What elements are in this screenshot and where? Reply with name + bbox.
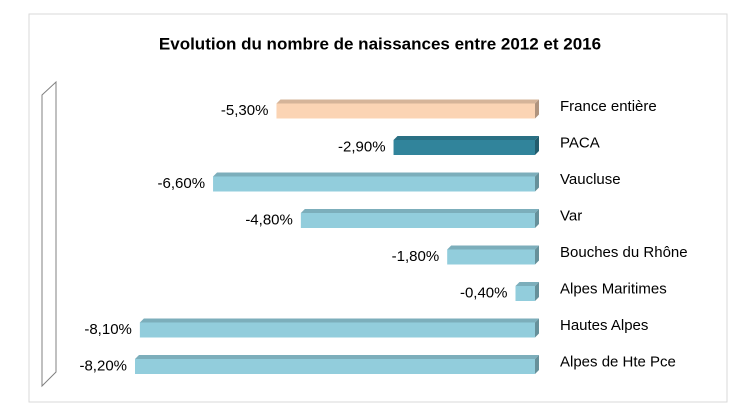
- bar-side: [535, 355, 539, 374]
- chart-title: Evolution du nombre de naissances entre …: [159, 34, 601, 53]
- bar-top: [393, 136, 539, 140]
- bar: [300, 213, 535, 228]
- bar-top: [213, 172, 540, 177]
- category-label: France entière: [560, 98, 657, 115]
- bar-top: [300, 209, 539, 213]
- value-label: -1,80%: [392, 248, 440, 265]
- chart-wall: [41, 80, 57, 388]
- value-label: -0,40%: [460, 284, 508, 301]
- value-label: -2,90%: [338, 138, 386, 155]
- bar-side: [535, 99, 539, 119]
- bar: [276, 103, 535, 119]
- bar-side: [535, 136, 539, 155]
- category-label: Alpes de Hte Pce: [560, 353, 676, 370]
- value-label: -5,30%: [221, 102, 269, 119]
- value-label: -4,80%: [245, 211, 293, 228]
- bar-side: [535, 245, 539, 265]
- bar: [213, 176, 536, 192]
- value-label: -8,10%: [84, 321, 132, 338]
- bar: [139, 322, 535, 338]
- bar-top: [276, 99, 539, 104]
- value-label: -6,60%: [158, 175, 206, 192]
- category-label: Vaucluse: [560, 171, 621, 188]
- bar: [135, 359, 535, 374]
- category-label: PACA: [560, 134, 600, 151]
- value-label: -8,20%: [79, 357, 127, 374]
- bar-top: [515, 282, 539, 286]
- category-label: Alpes Maritimes: [560, 280, 667, 297]
- bar-top: [447, 245, 539, 250]
- bar-side: [535, 172, 539, 192]
- bar: [393, 140, 535, 155]
- bar-side: [535, 209, 539, 228]
- bar-side: [535, 282, 539, 301]
- category-label: Var: [560, 207, 582, 224]
- category-label: Hautes Alpes: [560, 317, 648, 334]
- bar-side: [535, 318, 539, 338]
- bar: [447, 249, 535, 265]
- chart-border: [28, 13, 728, 403]
- bar: [515, 286, 535, 301]
- bar-top: [135, 355, 539, 359]
- bar-top: [139, 318, 539, 323]
- category-label: Bouches du Rhône: [560, 244, 688, 261]
